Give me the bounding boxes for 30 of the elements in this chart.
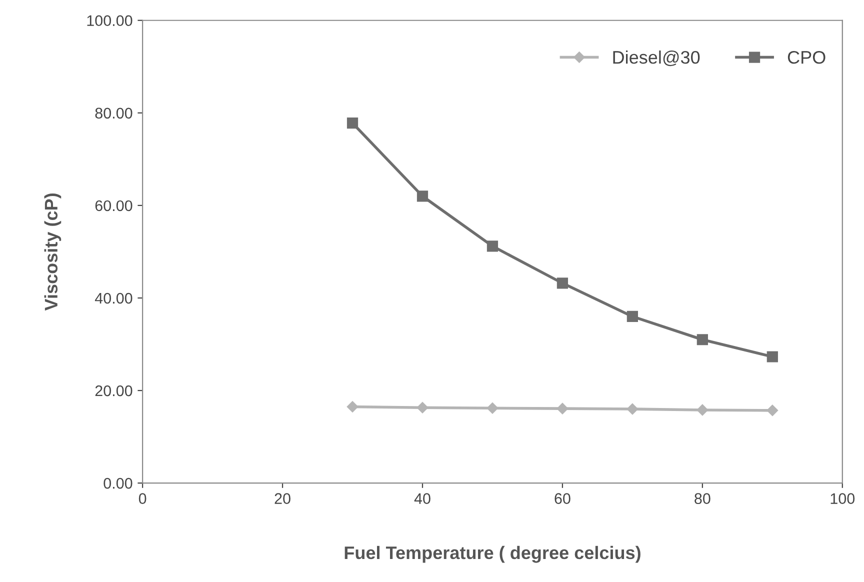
point (486, 402, 498, 414)
point (766, 351, 778, 362)
point (346, 401, 358, 412)
point (556, 278, 568, 289)
point (626, 310, 638, 322)
y-tick-label: 100.00 (87, 15, 132, 26)
x-tick-label: 100 (830, 493, 855, 504)
legend-label: CPO (788, 50, 826, 64)
point (346, 118, 358, 129)
y-tick-label: 0.00 (104, 478, 132, 489)
y-tick-label: 20.00 (95, 385, 132, 396)
y-tick-label: 80.00 (95, 108, 132, 119)
point (696, 334, 708, 346)
point (556, 402, 568, 414)
y-axis-title: Viscosity (cP) (44, 194, 62, 311)
point (696, 404, 708, 416)
x-tick-label: 40 (414, 493, 430, 504)
point (626, 403, 638, 415)
point (416, 190, 428, 202)
x-tick-label: 80 (694, 493, 710, 504)
y-tick-label: 60.00 (95, 200, 132, 212)
point (766, 404, 778, 416)
x-tick-label: 0 (138, 493, 146, 504)
point (416, 402, 428, 414)
x-tick-label: 20 (274, 493, 290, 504)
point (486, 240, 498, 252)
x-tick-label: 60 (554, 493, 570, 504)
legend-label: Diesel@30 (613, 50, 700, 66)
x-axis-title: Fuel Temperature ( degree celcius) (344, 546, 640, 563)
y-tick-label: 40.00 (94, 292, 132, 304)
